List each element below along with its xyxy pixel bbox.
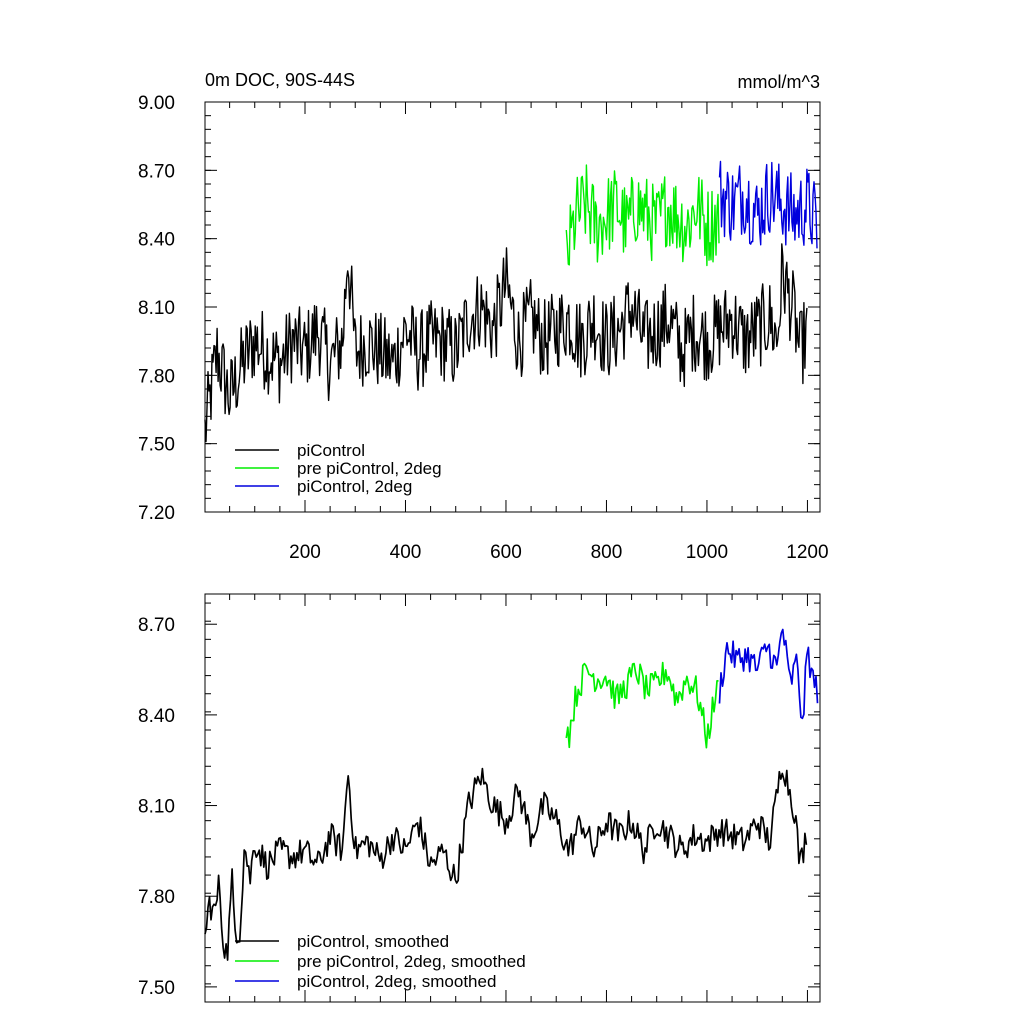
y-tick-label: 8.70: [138, 615, 175, 636]
plot-frame: [204, 593, 821, 1003]
y-tick-label: 8.40: [138, 706, 175, 727]
x-tick-label: 800: [591, 542, 623, 563]
legend-label: piControl, smoothed: [297, 932, 449, 951]
series-line-pre-picontrol-2deg: [565, 164, 720, 267]
x-tick-label: 1200: [786, 542, 828, 563]
y-tick-label: 8.10: [138, 797, 175, 818]
x-tick-label: 600: [490, 542, 522, 563]
legend-label: piControl, 2deg: [297, 477, 412, 496]
legend-label: pre piControl, 2deg: [297, 459, 442, 478]
series-line-picontrol-2deg: [718, 160, 818, 249]
y-tick-label: 7.80: [138, 366, 175, 387]
x-tick-label: 1000: [686, 542, 728, 563]
series-line-pre-picontrol-2deg-smoothed: [565, 661, 719, 749]
y-tick-label: 9.00: [138, 93, 175, 114]
y-tick-label: 7.80: [138, 887, 175, 908]
legend-label: piControl: [297, 441, 365, 460]
y-tick-label: 7.50: [138, 978, 175, 999]
x-tick-label: 400: [390, 542, 422, 563]
units-label: mmol/m^3: [738, 72, 820, 92]
y-tick-label: 7.20: [138, 503, 175, 524]
legend-label: piControl, 2deg, smoothed: [297, 972, 496, 991]
series-line-picontrol-2deg-smoothed: [718, 628, 819, 720]
y-tick-label: 8.40: [138, 230, 175, 251]
x-tick-label: 200: [289, 542, 321, 563]
top-panel: 7.20 7.50 7.80 8.10 8.40 8.70 9.00 200 400 600 800…: [138, 70, 829, 563]
series-line-picontrol-smoothed: [204, 767, 808, 961]
legend-label: pre piControl, 2deg, smoothed: [297, 952, 526, 971]
y-tick-label: 8.70: [138, 161, 175, 182]
chart-title: 0m DOC, 90S-44S: [205, 70, 355, 90]
y-tick-label: 8.10: [138, 298, 175, 319]
y-tick-label: 7.50: [138, 435, 175, 456]
series-line-picontrol: [204, 243, 808, 443]
